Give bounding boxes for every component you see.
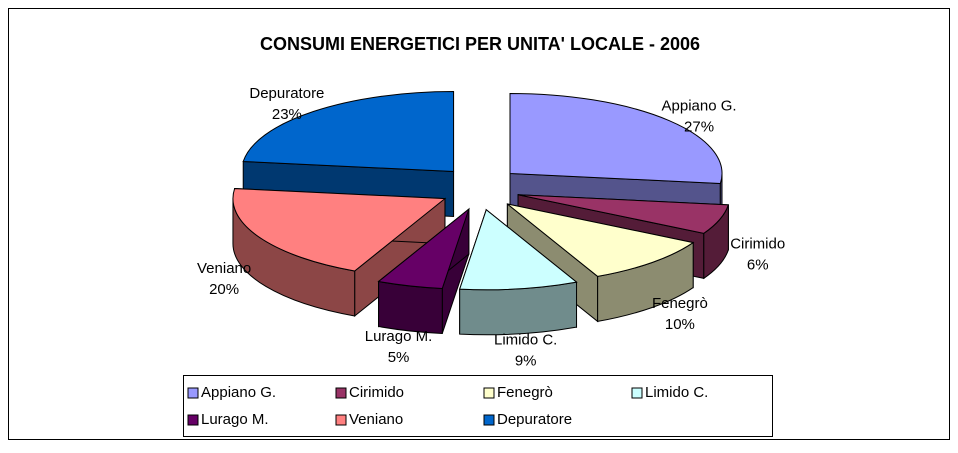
data-label-value: 5% (388, 349, 410, 366)
slice (377, 207, 470, 290)
slice (232, 188, 447, 272)
data-label-name: Fenegrò (652, 295, 708, 312)
data-label-name: Depuratore (249, 85, 324, 102)
legend-swatch (187, 414, 199, 426)
legend-label: Limido C. (645, 384, 708, 401)
legend-swatch (187, 387, 199, 399)
slice (507, 203, 695, 277)
slice (459, 208, 578, 291)
data-label-name: Cirimido (730, 235, 785, 252)
chart-frame (8, 8, 950, 440)
legend-box (183, 375, 773, 437)
data-label-name: Appiano G. (662, 98, 737, 115)
data-label-value: 9% (515, 353, 537, 370)
data-label-name: Lurago M. (365, 328, 433, 345)
legend-label: Lurago M. (201, 411, 269, 428)
slice-group (459, 208, 578, 336)
slice-group (232, 188, 447, 318)
legend-label: Cirimido (349, 384, 404, 401)
legend-swatch (483, 414, 495, 426)
chart-title: CONSUMI ENERGETICI PER UNITA' LOCALE - 2… (260, 34, 700, 54)
slice-group (377, 207, 470, 335)
slice (509, 92, 723, 184)
data-label-value: 27% (684, 119, 714, 136)
slice (517, 194, 730, 234)
data-label-value: 10% (665, 316, 695, 333)
data-label-value: 6% (747, 256, 769, 273)
legend-label: Appiano G. (201, 384, 276, 401)
legend-swatch (631, 387, 643, 399)
slice (242, 90, 455, 173)
data-label-value: 20% (209, 281, 239, 298)
legend-label: Veniano (349, 411, 403, 428)
legend-label: Fenegrò (497, 384, 553, 401)
legend-swatch (335, 414, 347, 426)
legend-label: Depuratore (497, 411, 572, 428)
slice-wall (378, 280, 443, 335)
legend-swatch (483, 387, 495, 399)
data-label-name: Limido C. (494, 332, 557, 349)
legend-swatch (335, 387, 347, 399)
data-label-name: Veniano (197, 260, 251, 277)
data-label-value: 23% (272, 106, 302, 123)
